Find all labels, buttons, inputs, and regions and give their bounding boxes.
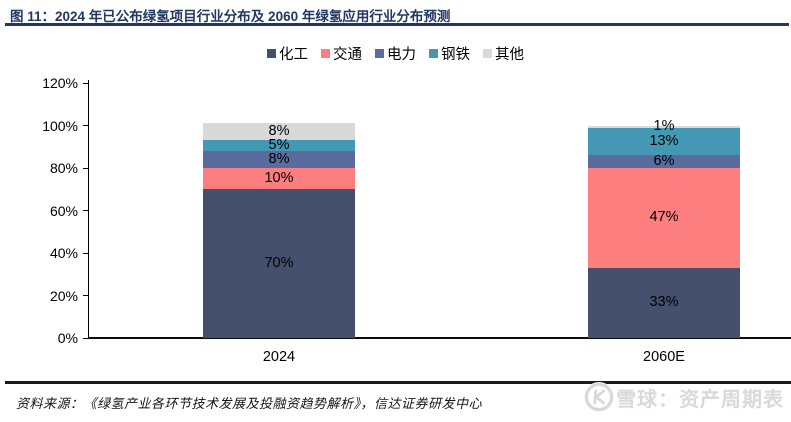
legend-label: 交通 [333, 47, 362, 63]
legend-label: 其他 [495, 47, 524, 63]
segment-value-label: 70% [264, 255, 294, 272]
bar-segment [588, 168, 740, 268]
bar-segment [203, 140, 355, 151]
segment-value-label: 47% [649, 209, 679, 226]
y-axis-label: 120% [42, 75, 78, 91]
figure-title: 图 11：2024 年已公布绿氢项目行业分布及 2060 年绿氢应用行业分布预测 [10, 9, 451, 24]
y-axis-line [88, 80, 89, 338]
segment-value-label: 6% [653, 153, 675, 170]
legend-item: 钢铁 [429, 43, 470, 64]
legend-swatch [375, 49, 384, 58]
legend-label: 化工 [279, 47, 308, 63]
xueqiu-logo-icon [584, 382, 614, 412]
bar-segment [203, 123, 355, 141]
watermark-text: 雪球：资产周期表 [616, 388, 784, 411]
legend-item: 化工 [267, 43, 308, 64]
legend-item: 交通 [321, 43, 362, 64]
y-axis-label: 100% [42, 117, 78, 134]
watermark: 雪球：资产周期表 [584, 382, 784, 412]
bar-segment [203, 151, 355, 168]
title-underline [5, 23, 789, 26]
y-axis-label: 20% [49, 287, 78, 304]
bar-segment [588, 125, 740, 128]
segment-value-label: 8% [268, 151, 290, 167]
segment-value-label: 33% [649, 294, 679, 311]
bar-segment [588, 127, 740, 156]
segment-value-label: 13% [649, 132, 679, 149]
bar-segment [203, 189, 355, 338]
legend-item: 其他 [483, 43, 524, 64]
chart-legend: 化工 交通 电力 钢铁 其他 [0, 43, 791, 64]
y-axis-tick [83, 337, 88, 339]
y-axis-label: 60% [49, 202, 78, 219]
x-axis-label: 2060E [643, 349, 685, 365]
legend-label: 钢铁 [441, 47, 470, 63]
legend-swatch [429, 49, 438, 58]
segment-value-label: 10% [264, 170, 294, 187]
bar-segment [588, 267, 740, 338]
segment-value-label: 5% [268, 137, 290, 154]
footer-divider [5, 381, 791, 384]
y-axis-tick [83, 167, 88, 169]
y-axis-tick [83, 125, 88, 126]
segment-value-label: 8% [268, 123, 290, 140]
y-axis-label: 40% [49, 245, 78, 261]
legend-swatch [267, 49, 276, 58]
y-axis-tick [83, 82, 88, 84]
y-axis-label: 80% [49, 160, 78, 176]
bar-segment [203, 168, 355, 190]
segment-value-label: 1% [653, 118, 675, 135]
x-axis-label: 2024 [262, 349, 296, 365]
legend-swatch [321, 49, 330, 58]
legend-swatch [483, 49, 492, 58]
y-axis-tick [83, 295, 88, 296]
bar-segment [588, 155, 740, 168]
y-axis-label: 0% [57, 330, 78, 346]
legend-label: 电力 [387, 47, 416, 63]
source-note: 资料来源：《绿氢产业各环节技术发展及投融资趋势解析》，信达证券研发中心 [16, 397, 483, 412]
x-axis-line [88, 337, 791, 339]
legend-item: 电力 [375, 43, 416, 64]
y-axis-tick [83, 210, 88, 211]
y-axis-tick [83, 252, 88, 254]
